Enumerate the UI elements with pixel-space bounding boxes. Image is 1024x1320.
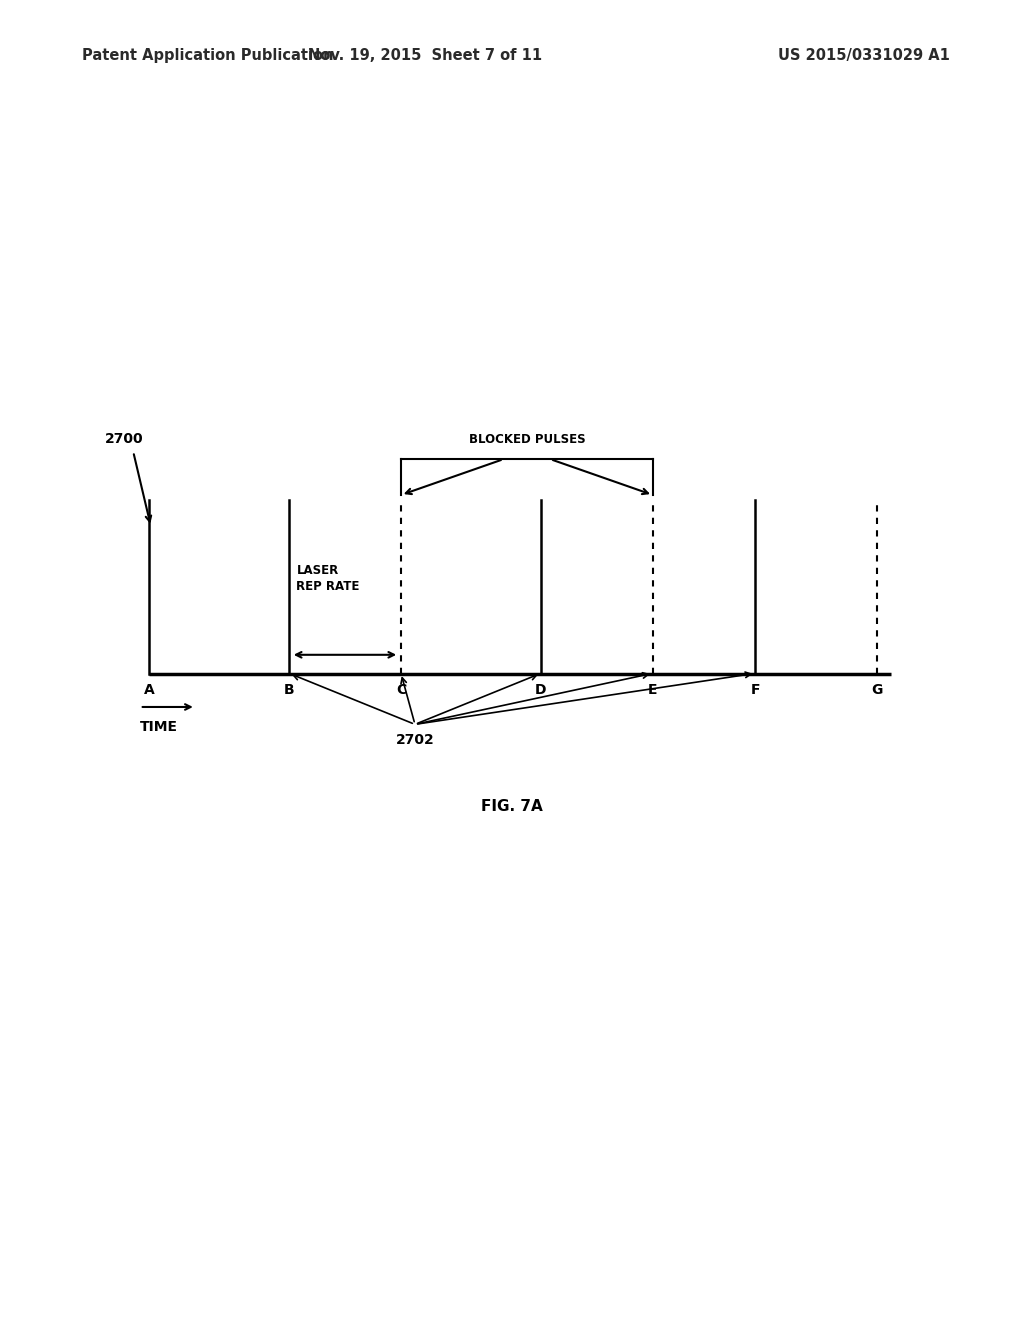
Text: D: D [536, 682, 547, 697]
Text: G: G [871, 682, 883, 697]
Text: FIG. 7A: FIG. 7A [481, 799, 543, 813]
Text: E: E [648, 682, 657, 697]
Text: TIME: TIME [139, 719, 178, 734]
Text: F: F [751, 682, 760, 697]
Text: 2700: 2700 [105, 432, 143, 446]
Text: LASER
REP RATE: LASER REP RATE [297, 564, 359, 593]
Text: Patent Application Publication: Patent Application Publication [82, 48, 334, 62]
Text: A: A [143, 682, 155, 697]
Text: B: B [284, 682, 294, 697]
Text: 2702: 2702 [395, 733, 434, 747]
Text: BLOCKED PULSES: BLOCKED PULSES [469, 433, 586, 446]
Text: C: C [396, 682, 407, 697]
Text: Nov. 19, 2015  Sheet 7 of 11: Nov. 19, 2015 Sheet 7 of 11 [308, 48, 542, 62]
Text: US 2015/0331029 A1: US 2015/0331029 A1 [778, 48, 950, 62]
